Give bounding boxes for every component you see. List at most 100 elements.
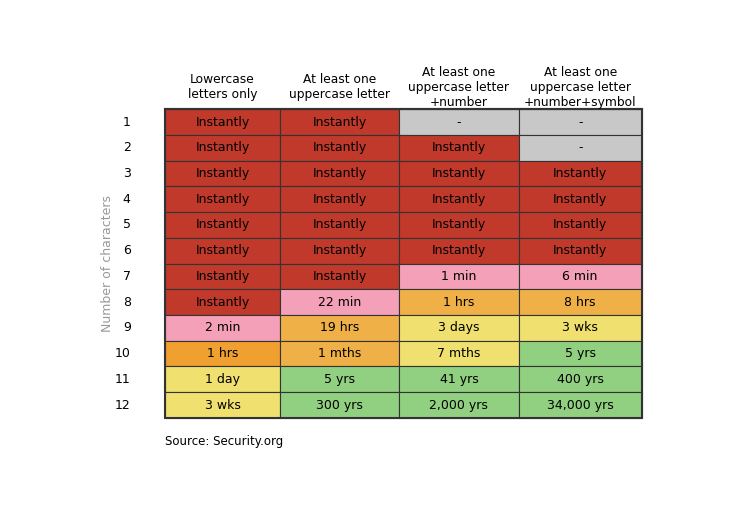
Bar bbox=[399, 264, 519, 289]
Text: 2: 2 bbox=[123, 141, 130, 154]
Bar bbox=[279, 187, 399, 212]
Text: Instantly: Instantly bbox=[312, 193, 367, 206]
Text: 41 yrs: 41 yrs bbox=[440, 373, 478, 386]
Bar bbox=[519, 315, 641, 341]
Text: Instantly: Instantly bbox=[553, 193, 607, 206]
Text: 1 hrs: 1 hrs bbox=[207, 347, 238, 360]
Text: 3: 3 bbox=[123, 167, 130, 180]
Bar bbox=[399, 187, 519, 212]
Text: Instantly: Instantly bbox=[553, 167, 607, 180]
Bar bbox=[519, 289, 641, 315]
Bar bbox=[165, 160, 279, 187]
Bar bbox=[165, 187, 279, 212]
Text: 300 yrs: 300 yrs bbox=[316, 398, 363, 412]
Bar bbox=[165, 392, 279, 418]
Text: Instantly: Instantly bbox=[312, 218, 367, 231]
Text: 8: 8 bbox=[123, 296, 130, 308]
Bar bbox=[165, 109, 279, 135]
Text: 11: 11 bbox=[115, 373, 130, 386]
Bar bbox=[279, 109, 399, 135]
Text: Instantly: Instantly bbox=[553, 244, 607, 257]
Text: 1 day: 1 day bbox=[205, 373, 240, 386]
Text: Instantly: Instantly bbox=[432, 244, 486, 257]
Text: At least one
uppercase letter
+number: At least one uppercase letter +number bbox=[408, 66, 510, 109]
Bar bbox=[279, 366, 399, 392]
Bar bbox=[279, 264, 399, 289]
Text: 10: 10 bbox=[115, 347, 130, 360]
Text: Instantly: Instantly bbox=[195, 270, 250, 283]
Text: 5 yrs: 5 yrs bbox=[565, 347, 596, 360]
Text: Source: Security.org: Source: Security.org bbox=[165, 435, 284, 448]
Text: 4: 4 bbox=[123, 193, 130, 206]
Bar bbox=[399, 341, 519, 366]
Text: 19 hrs: 19 hrs bbox=[320, 321, 359, 334]
Bar bbox=[519, 341, 641, 366]
Text: Instantly: Instantly bbox=[432, 167, 486, 180]
Text: Instantly: Instantly bbox=[195, 193, 250, 206]
Bar bbox=[279, 212, 399, 238]
Text: 2,000 yrs: 2,000 yrs bbox=[429, 398, 488, 412]
Text: 3 days: 3 days bbox=[438, 321, 480, 334]
Bar bbox=[519, 212, 641, 238]
Text: Lowercase
letters only: Lowercase letters only bbox=[188, 74, 257, 101]
Bar bbox=[399, 212, 519, 238]
Text: 6: 6 bbox=[123, 244, 130, 257]
Text: 1 mths: 1 mths bbox=[318, 347, 361, 360]
Bar bbox=[519, 264, 641, 289]
Text: Instantly: Instantly bbox=[432, 193, 486, 206]
Text: Instantly: Instantly bbox=[195, 141, 250, 154]
Bar bbox=[279, 341, 399, 366]
Bar bbox=[165, 238, 279, 264]
Bar bbox=[165, 289, 279, 315]
Text: At least one
uppercase letter: At least one uppercase letter bbox=[289, 74, 390, 101]
Text: Instantly: Instantly bbox=[195, 244, 250, 257]
Text: 9: 9 bbox=[123, 321, 130, 334]
Text: Instantly: Instantly bbox=[432, 141, 486, 154]
Text: 8 hrs: 8 hrs bbox=[565, 296, 596, 308]
Text: 3 wks: 3 wks bbox=[562, 321, 598, 334]
Text: Instantly: Instantly bbox=[312, 270, 367, 283]
Bar bbox=[279, 135, 399, 160]
Bar bbox=[399, 238, 519, 264]
Bar bbox=[165, 212, 279, 238]
Text: 34,000 yrs: 34,000 yrs bbox=[547, 398, 614, 412]
Text: Instantly: Instantly bbox=[195, 218, 250, 231]
Text: 5: 5 bbox=[123, 218, 130, 231]
Text: Instantly: Instantly bbox=[195, 116, 250, 128]
Text: Instantly: Instantly bbox=[312, 116, 367, 128]
Text: 7 mths: 7 mths bbox=[437, 347, 481, 360]
Text: 22 min: 22 min bbox=[318, 296, 361, 308]
Text: 1: 1 bbox=[123, 116, 130, 128]
Bar bbox=[279, 392, 399, 418]
Bar bbox=[399, 392, 519, 418]
Text: Instantly: Instantly bbox=[553, 218, 607, 231]
Bar bbox=[519, 109, 641, 135]
Text: Number of characters: Number of characters bbox=[101, 195, 114, 332]
Bar bbox=[279, 289, 399, 315]
Text: Instantly: Instantly bbox=[312, 141, 367, 154]
Text: 12: 12 bbox=[115, 398, 130, 412]
Text: 400 yrs: 400 yrs bbox=[557, 373, 603, 386]
Bar bbox=[399, 109, 519, 135]
Text: 1 hrs: 1 hrs bbox=[443, 296, 475, 308]
Bar bbox=[399, 315, 519, 341]
Bar bbox=[165, 366, 279, 392]
Bar bbox=[279, 238, 399, 264]
Text: -: - bbox=[578, 116, 583, 128]
Text: Instantly: Instantly bbox=[312, 167, 367, 180]
Bar bbox=[399, 366, 519, 392]
Bar bbox=[399, 160, 519, 187]
Text: Instantly: Instantly bbox=[195, 167, 250, 180]
Bar bbox=[519, 238, 641, 264]
Bar bbox=[165, 135, 279, 160]
Bar bbox=[519, 160, 641, 187]
Text: 5 yrs: 5 yrs bbox=[324, 373, 355, 386]
Bar bbox=[165, 264, 279, 289]
Bar bbox=[399, 135, 519, 160]
Bar bbox=[399, 289, 519, 315]
Text: -: - bbox=[578, 141, 583, 154]
Text: Instantly: Instantly bbox=[312, 244, 367, 257]
Bar bbox=[519, 187, 641, 212]
Text: -: - bbox=[457, 116, 461, 128]
Bar bbox=[519, 366, 641, 392]
